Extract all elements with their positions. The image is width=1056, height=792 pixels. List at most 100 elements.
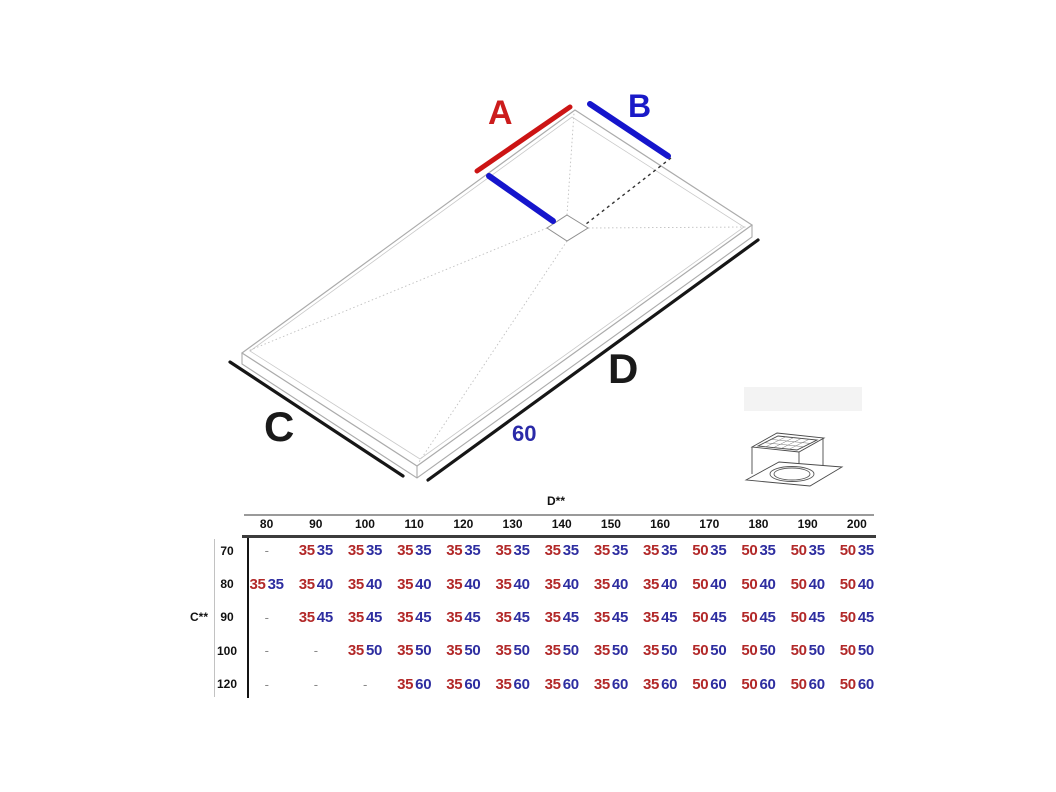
- value-first: 35: [397, 642, 414, 660]
- value-second: 45: [316, 608, 333, 626]
- cell-c70-d90: 35 35: [291, 542, 340, 559]
- cell-c120-d190: 50 60: [783, 676, 832, 693]
- value-first: 35: [643, 642, 660, 660]
- dimension-line-d: [426, 238, 760, 482]
- column-header-80: 80: [259, 517, 274, 531]
- value-first: 50: [839, 642, 856, 660]
- drain-exploded-icon: [744, 432, 844, 487]
- column-header-140: 140: [551, 517, 572, 531]
- cell-c100-d110: 35 50: [390, 642, 439, 659]
- slope-line-top: [566, 112, 575, 216]
- value-second: 45: [661, 608, 678, 626]
- cell-c90-d170: 50 45: [685, 609, 734, 626]
- cell-c100-d190: 50 50: [783, 642, 832, 659]
- value-first: 50: [839, 575, 856, 593]
- value-second: 45: [710, 608, 727, 626]
- cell-c90-d180: 50 45: [734, 609, 783, 626]
- value-second: 40: [365, 575, 383, 593]
- slope-line-right: [587, 226, 749, 229]
- value-first: 35: [446, 608, 463, 626]
- cell-c90-d200: 50 45: [832, 609, 881, 626]
- value-first: 35: [397, 675, 414, 693]
- cell-c120-d110: 35 60: [390, 676, 439, 693]
- value-first: 35: [643, 542, 660, 560]
- value-first: 50: [741, 675, 758, 693]
- slope-line-bottom: [418, 240, 568, 463]
- cell-c80-d190: 50 40: [783, 576, 832, 593]
- cell-c120-d90: -: [291, 677, 340, 692]
- column-header-100: 100: [354, 517, 375, 531]
- table-row-70: 70-35 35 35 35 35 35 35 35 35 35 35 35 35 35 35 35 50 35 5…: [186, 534, 881, 567]
- column-header-110: 110: [404, 517, 424, 531]
- cell-c90-d100: 35 45: [340, 609, 389, 626]
- table-rule-top: [244, 514, 874, 516]
- table-row-80: 80 35 35 35 40 35 40 35 40 35 40 35 40 35 40 35 40 35 40 50…: [186, 567, 881, 600]
- value-first: 50: [790, 675, 807, 693]
- value-first: 50: [692, 642, 709, 660]
- value-second: 45: [857, 608, 874, 626]
- value-first: 35: [544, 675, 561, 693]
- cell-c80-d100: 35 40: [340, 576, 389, 593]
- column-header-180: 180: [748, 517, 769, 531]
- table-vline-light: [214, 539, 215, 697]
- value-second: 50: [562, 642, 579, 660]
- value-second: 50: [464, 642, 481, 660]
- value-first: 35: [347, 542, 364, 560]
- value-second: 50: [365, 642, 383, 660]
- cell-c80-d120: 35 40: [439, 576, 488, 593]
- value-first: 35: [298, 608, 315, 626]
- cell-c100-d100: 35 50: [340, 642, 389, 659]
- cell-c90-d130: 35 45: [488, 609, 537, 626]
- column-header-150: 150: [600, 517, 621, 531]
- value-first: 35: [544, 642, 561, 660]
- cell-c70-d170: 50 35: [685, 542, 734, 559]
- value-first: 35: [347, 642, 364, 660]
- value-first: 35: [347, 608, 364, 626]
- value-first: 35: [544, 608, 561, 626]
- value-second: 60: [562, 675, 579, 693]
- cell-c80-d200: 50 40: [832, 576, 881, 593]
- table-vline-dark: [247, 538, 249, 698]
- value-first: 50: [692, 575, 709, 593]
- cell-c80-d90: 35 40: [291, 576, 340, 593]
- value-first: 35: [544, 542, 561, 560]
- value-first: 50: [692, 542, 709, 560]
- cell-c90-d150: 35 45: [586, 609, 635, 626]
- dimension-line-b: [587, 101, 671, 159]
- value-second: 35: [710, 542, 727, 560]
- value-second: 35: [513, 542, 530, 560]
- cell-c120-d170: 50 60: [685, 676, 734, 693]
- column-axis-label: D**: [546, 494, 565, 508]
- drain-base-plate: [744, 461, 844, 487]
- value-first: 50: [790, 642, 807, 660]
- value-first: 35: [593, 608, 610, 626]
- value-second: 40: [759, 575, 776, 593]
- cell-c90-d160: 35 45: [636, 609, 685, 626]
- cell-c100-d90: -: [291, 643, 340, 658]
- table-row-120: 120- - -35 60 35 60 35 60 35 60 35 60 35 60 50 60 50 60 50…: [186, 668, 881, 701]
- cell-c100-d140: 35 50: [537, 642, 586, 659]
- slope-lines: [247, 112, 749, 463]
- value-second: 60: [513, 675, 530, 693]
- cell-c120-d130: 35 60: [488, 676, 537, 693]
- empty-cell-dash: -: [362, 676, 367, 692]
- cell-c70-d120: 35 35: [439, 542, 488, 559]
- slope-line-left: [247, 227, 548, 352]
- value-first: 50: [790, 542, 807, 560]
- row-header-100: 100: [216, 643, 238, 658]
- row-header-80: 80: [220, 577, 234, 592]
- drain-hole-outer: [769, 466, 815, 482]
- value-second: 35: [316, 542, 333, 560]
- value-second: 60: [611, 675, 628, 693]
- value-second: 45: [513, 608, 530, 626]
- cell-c80-d140: 35 40: [537, 576, 586, 593]
- value-first: 35: [397, 575, 414, 593]
- value-first: 50: [692, 608, 709, 626]
- value-first: 35: [544, 575, 561, 593]
- value-second: 40: [661, 575, 678, 593]
- value-second: 45: [365, 608, 383, 626]
- table-row-100: 100- -35 50 35 50 35 50 35 50 35 50 35 50 35 50 50 50 50 5…: [186, 634, 881, 667]
- cell-c70-d80: -: [242, 543, 291, 558]
- value-second: 60: [710, 675, 727, 693]
- empty-cell-dash: -: [264, 609, 269, 625]
